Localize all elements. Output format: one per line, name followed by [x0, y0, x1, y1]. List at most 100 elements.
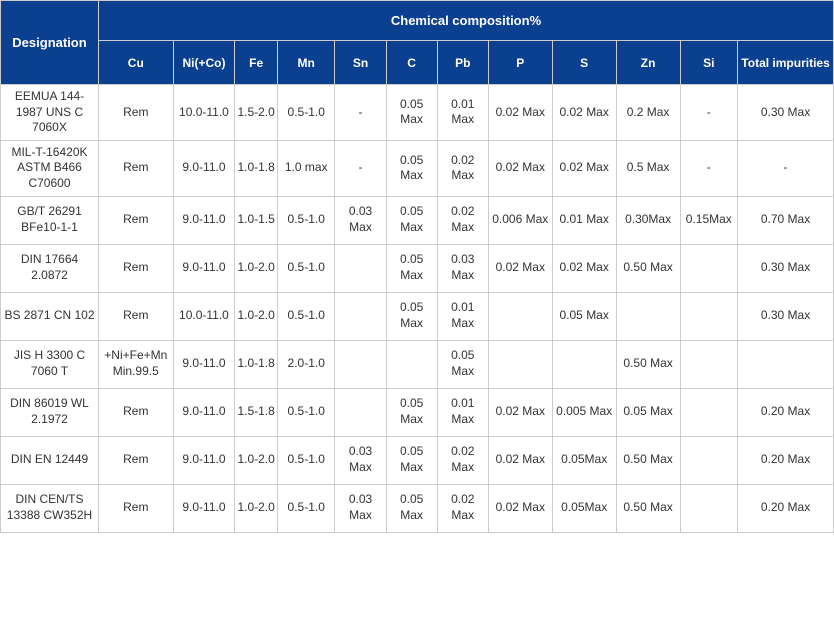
cell-value: 1.5-1.8: [235, 388, 278, 436]
cell-value: 0.2 Max: [616, 85, 680, 141]
header-cu: Cu: [99, 41, 174, 85]
cell-value: 0.5-1.0: [277, 436, 335, 484]
cell-value: 0.01 Max: [437, 85, 488, 141]
cell-value: [680, 244, 738, 292]
cell-value: 9.0-11.0: [173, 196, 235, 244]
cell-value: 0.05 Max: [437, 340, 488, 388]
cell-value: 0.05 Max: [386, 140, 437, 196]
cell-value: [616, 292, 680, 340]
cell-value: Rem: [99, 244, 174, 292]
cell-value: Rem: [99, 436, 174, 484]
cell-value: 0.30 Max: [738, 244, 834, 292]
cell-value: 0.02 Max: [552, 140, 616, 196]
header-fe: Fe: [235, 41, 278, 85]
table-row: JIS H 3300 C 7060 T+Ni+Fe+Mn Min.99.59.0…: [1, 340, 834, 388]
cell-value: [680, 436, 738, 484]
cell-value: 1.0-2.0: [235, 436, 278, 484]
cell-value: 1.0-1.8: [235, 140, 278, 196]
header-designation: Designation: [1, 1, 99, 85]
cell-value: 0.02 Max: [488, 436, 552, 484]
table-row: GB/T 26291 BFe10-1-1Rem9.0-11.01.0-1.50.…: [1, 196, 834, 244]
header-ni: Ni(+Co): [173, 41, 235, 85]
composition-table: Designation Chemical composition% Cu Ni(…: [0, 0, 834, 533]
cell-designation: BS 2871 CN 102: [1, 292, 99, 340]
cell-value: 0.02 Max: [488, 244, 552, 292]
cell-value: 0.05Max: [552, 436, 616, 484]
cell-value: 9.0-11.0: [173, 140, 235, 196]
cell-value: Rem: [99, 484, 174, 532]
cell-value: 0.01 Max: [437, 388, 488, 436]
cell-value: 0.05 Max: [386, 292, 437, 340]
cell-designation: DIN 86019 WL 2.1972: [1, 388, 99, 436]
header-s: S: [552, 41, 616, 85]
cell-value: 1.5-2.0: [235, 85, 278, 141]
cell-value: 0.70 Max: [738, 196, 834, 244]
cell-value: 1.0-1.8: [235, 340, 278, 388]
cell-value: [335, 340, 386, 388]
cell-value: Rem: [99, 292, 174, 340]
cell-value: 1.0-2.0: [235, 244, 278, 292]
cell-value: Rem: [99, 196, 174, 244]
cell-value: 9.0-11.0: [173, 484, 235, 532]
cell-value: 0.005 Max: [552, 388, 616, 436]
table-row: EEMUA 144-1987 UNS C 7060XRem10.0-11.01.…: [1, 85, 834, 141]
cell-value: [335, 244, 386, 292]
cell-value: -: [680, 85, 738, 141]
cell-value: 0.02 Max: [488, 140, 552, 196]
cell-value: 0.5-1.0: [277, 388, 335, 436]
cell-value: 0.02 Max: [437, 196, 488, 244]
cell-value: [488, 292, 552, 340]
cell-value: 0.05 Max: [386, 196, 437, 244]
cell-designation: DIN 17664 2.0872: [1, 244, 99, 292]
cell-value: 9.0-11.0: [173, 436, 235, 484]
table-header: Designation Chemical composition% Cu Ni(…: [1, 1, 834, 85]
cell-value: 0.01 Max: [437, 292, 488, 340]
cell-value: 0.5-1.0: [277, 196, 335, 244]
cell-designation: DIN EN 12449: [1, 436, 99, 484]
cell-value: 0.02 Max: [488, 85, 552, 141]
cell-value: 0.02 Max: [437, 436, 488, 484]
cell-value: Rem: [99, 388, 174, 436]
cell-designation: GB/T 26291 BFe10-1-1: [1, 196, 99, 244]
cell-value: 0.05 Max: [552, 292, 616, 340]
table-row: MIL-T-16420K ASTM B466 C70600Rem9.0-11.0…: [1, 140, 834, 196]
cell-designation: DIN CEN/TS 13388 CW352H: [1, 484, 99, 532]
cell-value: 0.05 Max: [386, 244, 437, 292]
cell-value: -: [680, 140, 738, 196]
header-p: P: [488, 41, 552, 85]
cell-value: [335, 292, 386, 340]
cell-value: 1.0-2.0: [235, 292, 278, 340]
cell-value: 9.0-11.0: [173, 244, 235, 292]
cell-value: 0.05 Max: [386, 484, 437, 532]
cell-value: 0.5-1.0: [277, 85, 335, 141]
cell-value: [680, 292, 738, 340]
cell-value: 0.01 Max: [552, 196, 616, 244]
cell-value: 0.15Max: [680, 196, 738, 244]
cell-value: [488, 340, 552, 388]
cell-value: 0.02 Max: [437, 484, 488, 532]
cell-value: 0.50 Max: [616, 436, 680, 484]
cell-value: 0.30 Max: [738, 292, 834, 340]
header-zn: Zn: [616, 41, 680, 85]
header-mn: Mn: [277, 41, 335, 85]
cell-value: [680, 340, 738, 388]
cell-designation: MIL-T-16420K ASTM B466 C70600: [1, 140, 99, 196]
cell-value: 0.05 Max: [386, 388, 437, 436]
table-row: DIN 86019 WL 2.1972Rem9.0-11.01.5-1.80.5…: [1, 388, 834, 436]
cell-value: 10.0-11.0: [173, 85, 235, 141]
cell-value: 0.50 Max: [616, 244, 680, 292]
cell-value: 0.03 Max: [335, 196, 386, 244]
cell-value: 0.05 Max: [386, 436, 437, 484]
cell-value: 0.20 Max: [738, 388, 834, 436]
table-row: DIN 17664 2.0872Rem9.0-11.01.0-2.00.5-1.…: [1, 244, 834, 292]
cell-value: 0.02 Max: [488, 484, 552, 532]
cell-value: 0.03 Max: [335, 436, 386, 484]
cell-value: +Ni+Fe+Mn Min.99.5: [99, 340, 174, 388]
cell-value: 0.30Max: [616, 196, 680, 244]
cell-value: 1.0 max: [277, 140, 335, 196]
header-c: C: [386, 41, 437, 85]
cell-value: 0.05 Max: [386, 85, 437, 141]
cell-value: Rem: [99, 140, 174, 196]
cell-value: 0.5 Max: [616, 140, 680, 196]
cell-value: [552, 340, 616, 388]
